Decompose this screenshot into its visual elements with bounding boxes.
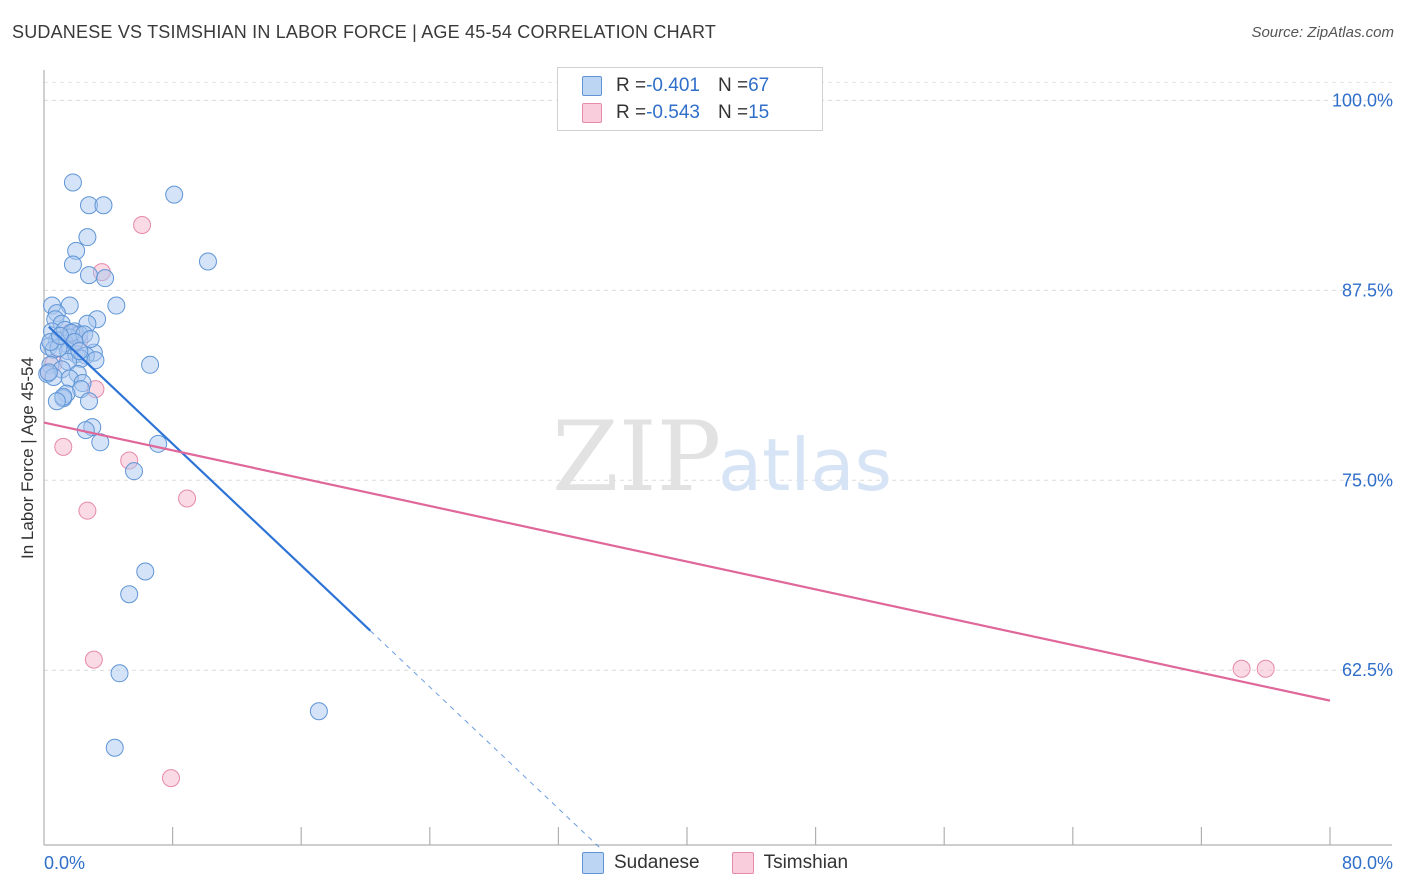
axes xyxy=(43,70,1392,846)
sudanese-point xyxy=(120,585,139,604)
sudanese-points xyxy=(38,173,328,757)
sudanese-point xyxy=(149,434,168,453)
tsimshian-n-value: 15 xyxy=(748,102,770,123)
sudanese-point xyxy=(94,196,113,215)
tsimshian-point xyxy=(161,769,180,788)
tsimshian-r-value: -0.543 xyxy=(646,102,700,123)
tsimshian-point xyxy=(78,501,97,520)
tsimshian-point xyxy=(178,489,197,508)
legend-row-sudanese: R = -0.401 N = 67 xyxy=(582,74,769,98)
series-legend: Sudanese Tsimshian xyxy=(582,852,880,874)
sudanese-point xyxy=(63,173,82,192)
grid-lines xyxy=(44,81,1392,671)
sudanese-legend-swatch xyxy=(582,852,604,874)
watermark-zip: ZIP xyxy=(552,401,721,513)
watermark-atlas: atlas xyxy=(718,423,892,507)
sudanese-point xyxy=(96,269,115,288)
sudanese-point xyxy=(125,462,144,481)
sudanese-point xyxy=(165,185,184,204)
sudanese-n-value: 67 xyxy=(748,75,770,96)
y-tick-labels: 62.5% 75.0% 87.5% 100.0% xyxy=(1332,90,1393,680)
sudanese-point xyxy=(309,702,328,721)
y-tick-label: 75.0% xyxy=(1342,470,1393,490)
sudanese-n-label: N = xyxy=(717,75,749,96)
sudanese-point xyxy=(80,266,99,285)
x-tick-label: 0.0% xyxy=(44,853,85,873)
sudanese-r-label: R = xyxy=(616,75,647,96)
sudanese-legend-label: Sudanese xyxy=(614,852,700,873)
sudanese-point xyxy=(107,296,126,315)
tsimshian-n-label: N = xyxy=(717,102,749,123)
sudanese-point xyxy=(110,664,129,683)
y-tick-label: 100.0% xyxy=(1332,90,1393,110)
tsimshian-point xyxy=(1232,659,1251,678)
tsimshian-point xyxy=(133,216,152,234)
sudanese-trend-line xyxy=(48,326,372,632)
tsimshian-legend-swatch xyxy=(731,852,754,874)
tsimshian-r-label: R = xyxy=(616,102,647,123)
sudanese-point xyxy=(136,562,155,581)
y-tick-label: 87.5% xyxy=(1342,280,1393,300)
tsimshian-point xyxy=(84,650,103,669)
sudanese-point xyxy=(80,392,99,411)
chart-title: SUDANESE VS TSIMSHIAN IN LABOR FORCE | A… xyxy=(12,22,717,42)
sudanese-point xyxy=(86,351,105,370)
legend-row-tsimshian: R = -0.543 N = 15 xyxy=(582,101,769,125)
source-label: Source: ZipAtlas.com xyxy=(1251,24,1394,41)
sudanese-r-value: -0.401 xyxy=(646,75,700,96)
legend-item-sudanese[interactable]: Sudanese xyxy=(582,852,700,874)
tsimshian-trend-line xyxy=(43,421,1331,702)
sudanese-point xyxy=(70,342,89,361)
sudanese-swatch xyxy=(582,76,602,96)
x-tick-label: 80.0% xyxy=(1342,853,1393,873)
tsimshian-swatch xyxy=(582,103,602,123)
sudanese-trend-extension xyxy=(369,630,601,849)
trend-lines xyxy=(43,326,1331,849)
sudanese-point xyxy=(78,228,97,247)
x-tick-labels: 0.0% 80.0% xyxy=(44,853,1393,873)
tsimshian-point xyxy=(54,437,73,456)
tsimshian-point xyxy=(1256,659,1275,678)
sudanese-point xyxy=(39,363,58,382)
legend-item-tsimshian[interactable]: Tsimshian xyxy=(731,852,849,874)
sudanese-point xyxy=(63,255,82,274)
tsimshian-legend-label: Tsimshian xyxy=(763,852,849,873)
y-tick-label: 62.5% xyxy=(1342,660,1393,680)
sudanese-point xyxy=(141,355,160,374)
correlation-legend: R = -0.401 N = 67 R = -0.543 N = 15 xyxy=(557,67,823,131)
sudanese-point xyxy=(105,738,124,757)
sudanese-point xyxy=(47,392,66,411)
sudanese-point xyxy=(198,252,217,271)
